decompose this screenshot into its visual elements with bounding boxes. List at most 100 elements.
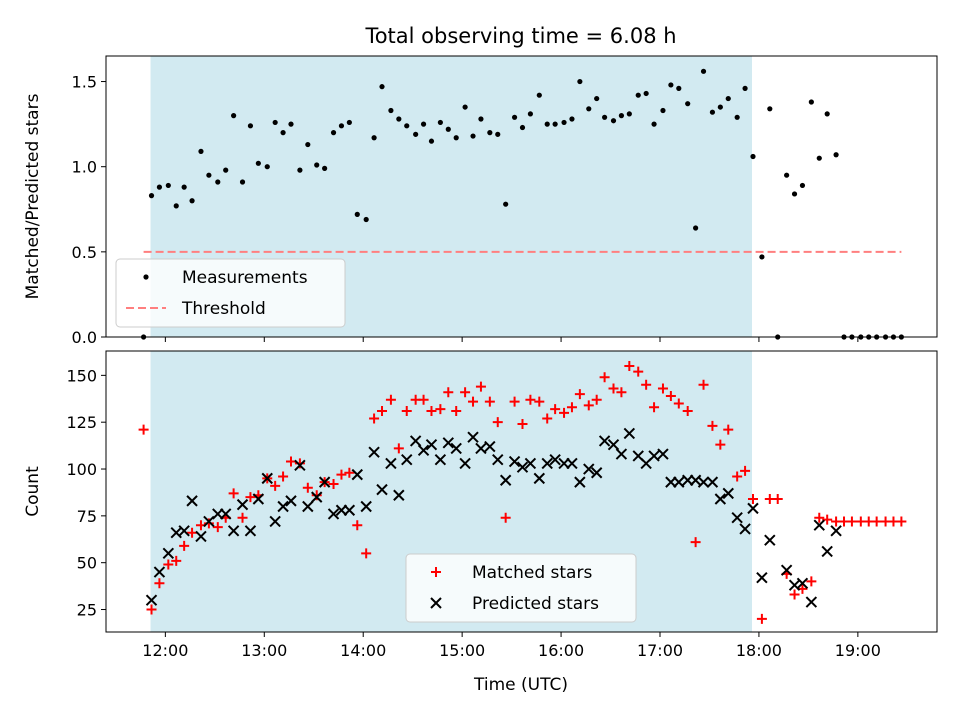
data-point bbox=[610, 118, 617, 124]
data-point bbox=[499, 474, 512, 486]
data-point bbox=[574, 476, 586, 488]
data-point bbox=[451, 405, 462, 416]
chart-title: Total observing time = 6.08 h bbox=[364, 24, 676, 48]
data-point bbox=[212, 522, 223, 533]
data-point bbox=[508, 455, 521, 468]
data-point bbox=[417, 444, 430, 456]
data-point bbox=[668, 82, 674, 88]
x-axis-label: Time (UTC) bbox=[473, 675, 568, 695]
x-tick-label: 12:00 bbox=[142, 641, 188, 660]
data-point bbox=[607, 438, 620, 451]
data-point bbox=[426, 405, 437, 416]
data-point bbox=[660, 107, 666, 114]
data-point bbox=[577, 78, 583, 85]
data-point bbox=[623, 427, 636, 440]
legend-marker bbox=[143, 274, 149, 280]
data-point bbox=[750, 153, 756, 160]
data-point bbox=[280, 130, 286, 136]
data-point bbox=[561, 119, 567, 126]
data-point bbox=[566, 402, 577, 413]
y-tick-label: 150 bbox=[66, 366, 97, 385]
data-point bbox=[569, 116, 575, 122]
data-point bbox=[237, 512, 248, 523]
data-point bbox=[328, 479, 339, 490]
data-point bbox=[368, 446, 380, 458]
data-point bbox=[475, 381, 486, 392]
count-panel: 12:00 13:00 14:00 15:00 16:00 17:00 18:00 19:00… bbox=[23, 350, 938, 660]
data-point bbox=[591, 394, 602, 405]
data-point bbox=[707, 420, 718, 431]
data-point bbox=[338, 123, 345, 129]
data-point bbox=[784, 172, 790, 178]
data-point bbox=[516, 461, 529, 473]
data-point bbox=[541, 457, 553, 470]
data-point bbox=[311, 491, 323, 503]
data-point bbox=[445, 126, 451, 132]
data-point bbox=[709, 109, 716, 115]
data-point bbox=[227, 525, 240, 537]
data-point bbox=[418, 394, 429, 405]
data-point bbox=[285, 495, 297, 507]
data-point bbox=[791, 191, 798, 197]
data-point bbox=[657, 448, 669, 460]
data-point bbox=[698, 379, 709, 390]
data-point bbox=[574, 389, 585, 400]
data-point bbox=[236, 498, 249, 511]
data-point bbox=[484, 396, 495, 407]
data-point bbox=[178, 525, 190, 537]
data-point bbox=[336, 469, 347, 480]
data-point bbox=[442, 437, 455, 449]
data-point bbox=[566, 457, 578, 470]
data-point bbox=[615, 448, 628, 460]
data-point bbox=[759, 254, 765, 260]
legend: Measurements Threshold bbox=[115, 258, 346, 328]
data-point bbox=[697, 476, 710, 488]
data-point bbox=[830, 525, 842, 537]
data-point bbox=[285, 456, 296, 467]
data-point bbox=[245, 492, 256, 503]
data-point bbox=[145, 594, 158, 606]
data-point bbox=[824, 111, 830, 117]
data-point bbox=[401, 405, 412, 416]
data-point bbox=[594, 95, 600, 102]
data-point bbox=[435, 404, 446, 415]
data-point bbox=[598, 435, 611, 447]
data-point bbox=[228, 488, 239, 499]
data-point bbox=[542, 413, 553, 424]
data-point bbox=[700, 68, 707, 74]
data-point bbox=[148, 193, 155, 199]
data-point bbox=[187, 527, 198, 538]
data-point bbox=[492, 453, 504, 466]
data-point bbox=[302, 500, 314, 513]
data-point bbox=[846, 516, 857, 527]
data-point bbox=[363, 216, 369, 223]
data-point bbox=[360, 500, 372, 513]
y-tick-label: 0.5 bbox=[72, 243, 97, 262]
data-point bbox=[388, 107, 394, 114]
y-tick-label: 25 bbox=[77, 601, 97, 620]
y-tick-label: 125 bbox=[66, 413, 97, 432]
data-point bbox=[478, 116, 484, 122]
data-point bbox=[673, 398, 684, 409]
data-point bbox=[756, 571, 768, 584]
data-point bbox=[450, 442, 462, 455]
data-point bbox=[519, 124, 526, 131]
data-point bbox=[453, 135, 459, 141]
data-point bbox=[527, 111, 534, 117]
data-point bbox=[269, 515, 281, 528]
data-point bbox=[643, 90, 649, 97]
data-point bbox=[559, 407, 570, 418]
data-point bbox=[544, 121, 550, 127]
data-point bbox=[396, 116, 402, 122]
data-point bbox=[549, 453, 561, 466]
data-point bbox=[163, 559, 174, 570]
series-predicted-stars bbox=[145, 427, 842, 608]
data-point bbox=[682, 405, 693, 416]
data-point bbox=[351, 468, 363, 481]
legend-label: Threshold bbox=[181, 299, 266, 319]
x-tick-label: 13:00 bbox=[241, 641, 287, 660]
data-point bbox=[302, 482, 313, 493]
data-point bbox=[255, 160, 261, 166]
data-point bbox=[649, 402, 660, 413]
